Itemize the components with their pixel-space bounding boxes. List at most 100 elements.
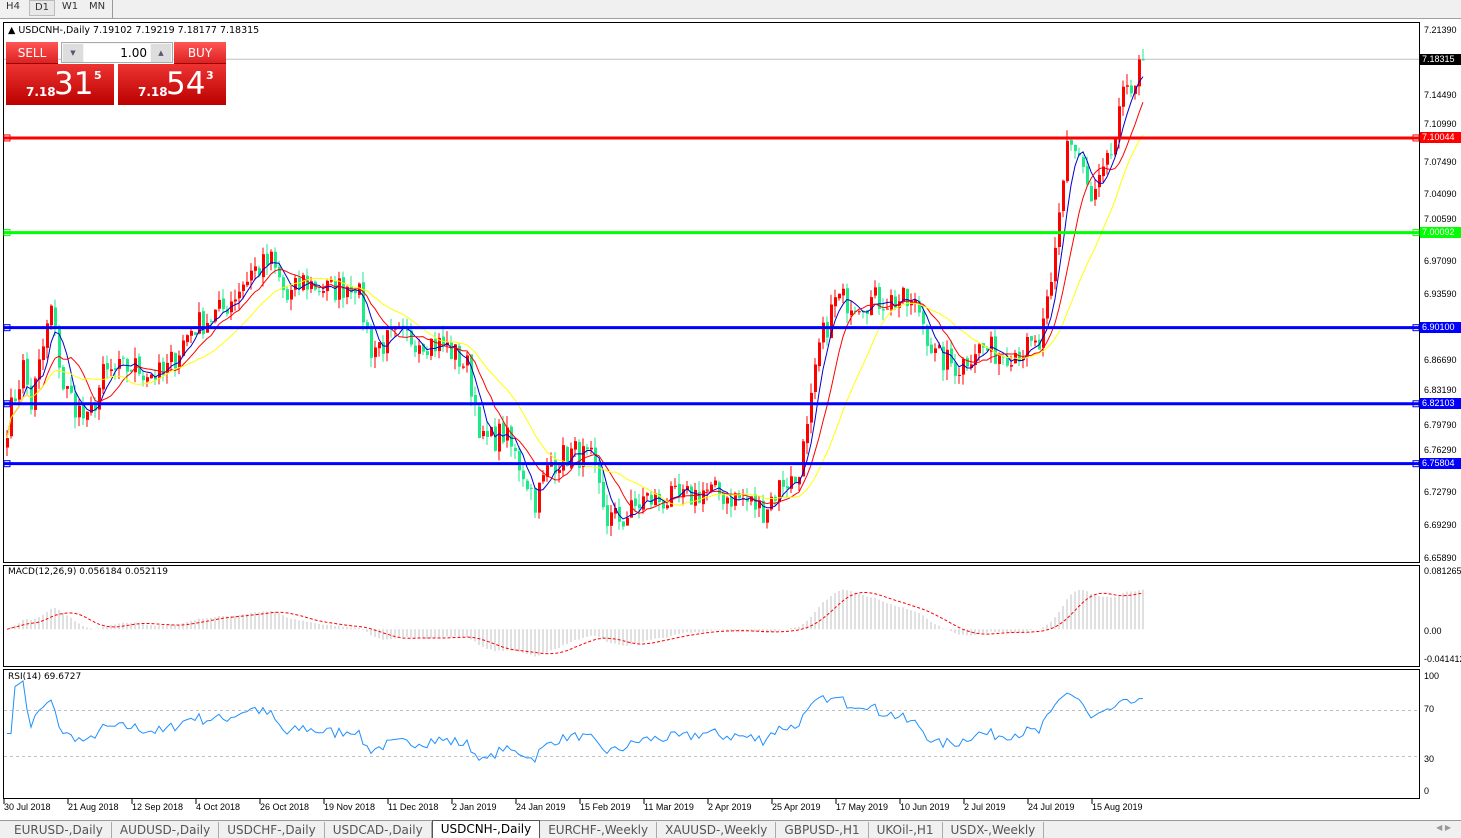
candle-body [78, 405, 81, 418]
candle-body [1114, 138, 1117, 155]
candle-body [1110, 154, 1113, 156]
candle-body [1090, 186, 1093, 202]
candle-body [902, 287, 905, 302]
candle-body [362, 282, 365, 323]
candle-body [954, 362, 957, 376]
candle-body [1102, 166, 1105, 177]
candle-body [22, 360, 25, 389]
candle-body [138, 356, 141, 374]
chart-tab[interactable]: EURCHF-,Weekly [540, 822, 658, 838]
chart-tab[interactable]: USDCAD-,Daily [325, 822, 432, 838]
candle-body [418, 345, 421, 354]
candle-body [262, 254, 265, 278]
candle-body [578, 442, 581, 468]
candle-body [974, 354, 977, 365]
macd-axis-max: 0.081265 [1424, 566, 1461, 576]
candle-body [86, 411, 89, 420]
price-chart-canvas[interactable] [0, 19, 1461, 819]
candle-body [538, 482, 541, 513]
buy-button[interactable]: BUY [174, 42, 226, 64]
date-axis-label: 19 Nov 2018 [324, 802, 376, 812]
one-click-trading-panel: SELL ▼ ▲ BUY 7.18 31 5 7.18 54 3 [6, 42, 226, 106]
candle-body [530, 487, 533, 489]
timeframe-d1[interactable]: D1 [29, 0, 55, 16]
chart-tab[interactable]: XAUUSD-,Weekly [657, 822, 777, 838]
level-anchor-handle [3, 229, 11, 237]
candle-body [146, 377, 149, 382]
buy-price[interactable]: 7.18 54 3 [118, 64, 226, 105]
candle-body [906, 288, 909, 307]
candle-body [330, 279, 333, 282]
candle-body [346, 286, 349, 298]
tab-scroll-arrows[interactable]: ◀ ▶ [1436, 823, 1451, 832]
chart-tab[interactable]: UKOil-,H1 [869, 822, 943, 838]
candle-body [430, 338, 433, 356]
candle-body [1074, 144, 1077, 152]
candle-body [822, 322, 825, 343]
sell-price[interactable]: 7.18 31 5 [6, 64, 114, 105]
chart-tab[interactable]: USDCNH-,Daily [431, 820, 541, 838]
candle-body [374, 347, 377, 358]
candle-body [142, 375, 145, 381]
timeframe-mn[interactable]: MN [88, 1, 106, 12]
candle-body [830, 304, 833, 339]
chart-tab[interactable]: AUDUSD-,Daily [112, 822, 220, 838]
candle-body [598, 463, 601, 483]
candle-body [870, 297, 873, 316]
candle-body [422, 344, 425, 352]
candle-body [686, 486, 689, 491]
candle-body [998, 354, 1001, 365]
candle-body [642, 496, 645, 510]
main-chart-frame[interactable] [3, 22, 1420, 563]
candle-body [570, 448, 573, 468]
candle-body [646, 493, 649, 496]
candle-body [298, 277, 301, 289]
candle-body [454, 344, 457, 360]
candle-body [334, 280, 337, 301]
chart-tab[interactable]: GBPUSD-,H1 [776, 822, 869, 838]
candle-body [46, 323, 49, 348]
candle-body [234, 299, 237, 302]
candle-body [318, 291, 321, 293]
timeframe-w1[interactable]: W1 [61, 1, 79, 12]
candle-body [738, 493, 741, 499]
price-axis-label: 6.72790 [1424, 486, 1457, 497]
chart-tab[interactable]: EURUSD-,Daily [6, 822, 112, 838]
candle-body [438, 338, 441, 352]
lot-increase-button[interactable]: ▲ [151, 44, 171, 62]
macd-frame[interactable] [3, 565, 1420, 667]
candle-body [182, 340, 185, 356]
lot-decrease-button[interactable]: ▼ [63, 44, 83, 62]
candle-body [470, 354, 473, 397]
candle-body [862, 310, 865, 312]
candle-body [818, 342, 821, 367]
collapse-triangle-icon[interactable]: ▲ [8, 25, 16, 36]
price-axis-label: 6.79790 [1424, 420, 1457, 431]
lot-input[interactable] [84, 44, 150, 62]
candle-body [930, 344, 933, 353]
candle-body [606, 505, 609, 527]
candle-body [1086, 166, 1089, 185]
sell-button[interactable]: SELL [6, 42, 58, 64]
candle-body [1130, 85, 1133, 94]
candle-body [834, 297, 837, 307]
candle-body [30, 385, 33, 410]
candle-body [810, 392, 813, 423]
candle-body [98, 387, 101, 410]
timeframe-h4[interactable]: H4 [6, 1, 20, 12]
candle-body [970, 364, 973, 368]
candle-body [1122, 86, 1125, 107]
chart-tab[interactable]: USDCHF-,Daily [219, 822, 325, 838]
candle-body [258, 268, 261, 276]
candle-body [914, 299, 917, 303]
candle-body [942, 346, 945, 371]
chart-tab[interactable]: USDX-,Weekly [943, 822, 1045, 838]
candle-body [558, 469, 561, 473]
candle-body [150, 374, 153, 379]
candle-body [198, 312, 201, 334]
candle-body [482, 431, 485, 437]
candle-body [66, 386, 69, 389]
rsi-frame[interactable] [3, 669, 1420, 799]
macd-axis-min: -0.041412 [1424, 654, 1461, 664]
candle-body [498, 423, 501, 452]
